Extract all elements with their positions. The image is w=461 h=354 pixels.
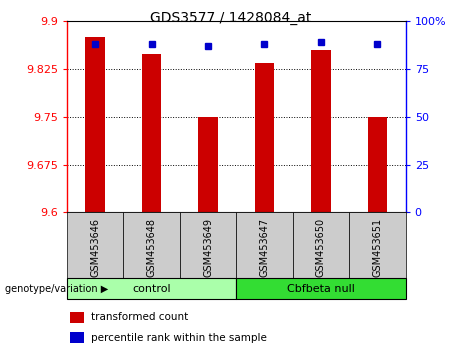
- Bar: [254, 63, 274, 212]
- Bar: [236, 212, 293, 278]
- Bar: [67, 278, 236, 299]
- Bar: [142, 55, 161, 212]
- Text: GDS3577 / 1428084_at: GDS3577 / 1428084_at: [150, 11, 311, 25]
- Bar: [349, 212, 406, 278]
- Bar: [85, 37, 105, 212]
- Bar: [293, 212, 349, 278]
- Text: GSM453649: GSM453649: [203, 218, 213, 276]
- Bar: [67, 212, 123, 278]
- Text: transformed count: transformed count: [90, 312, 188, 322]
- Bar: [70, 312, 84, 323]
- Text: GSM453648: GSM453648: [147, 218, 157, 276]
- Text: GSM453646: GSM453646: [90, 218, 100, 276]
- Bar: [236, 278, 406, 299]
- Bar: [367, 117, 387, 212]
- Text: GSM453651: GSM453651: [372, 218, 383, 277]
- Text: GSM453650: GSM453650: [316, 218, 326, 277]
- Text: genotype/variation ▶: genotype/variation ▶: [5, 284, 108, 293]
- Bar: [198, 117, 218, 212]
- Bar: [311, 50, 331, 212]
- Bar: [70, 332, 84, 343]
- Bar: [180, 212, 236, 278]
- Text: control: control: [132, 284, 171, 293]
- Text: percentile rank within the sample: percentile rank within the sample: [90, 332, 266, 343]
- Text: Cbfbeta null: Cbfbeta null: [287, 284, 355, 293]
- Bar: [123, 212, 180, 278]
- Text: GSM453647: GSM453647: [260, 218, 270, 277]
